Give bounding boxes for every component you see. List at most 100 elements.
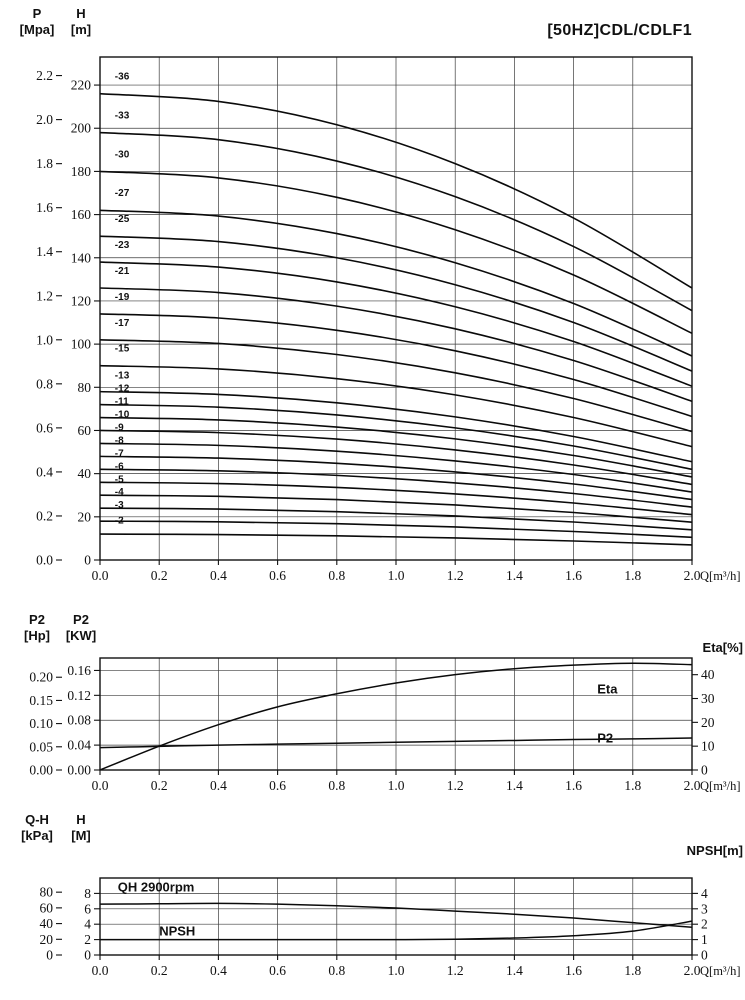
- axis-name-hm: H: [76, 812, 86, 827]
- chart-qh-npsh: 0.0 0.2 0.4 0.6 0.8 1.0 1.2 1.4 1.6 1.8 2.0 Q[m³/h]…: [40, 877, 741, 978]
- x-tick-label: 1.2: [447, 568, 464, 583]
- axis-ticks: 0.0 0.2 0.4 0.6 0.8 1.0 1.2 1.4 1.6 1.8 2.0 Q[m³/h]…: [36, 68, 740, 583]
- power-chart-axis-header: P2 P2 [Hp] [KW]: [12, 612, 100, 644]
- y-right-tick-label: 30: [701, 691, 715, 706]
- axis-unit-hp: [Hp]: [24, 628, 50, 643]
- x-axis-label: Q[m³/h]: [700, 964, 741, 978]
- series--33: [99, 131, 693, 312]
- x-tick-label: 0.0: [92, 963, 109, 978]
- y-left-tick-label: 0.00: [67, 763, 91, 778]
- y-outer-tick-label: 80: [40, 885, 54, 900]
- y-outer-tick-label: 40: [40, 916, 54, 931]
- series--13: [99, 390, 693, 463]
- x-tick-label: 1.2: [447, 963, 464, 978]
- x-tick-label: 0.4: [210, 568, 227, 583]
- x-tick-label: 0.8: [328, 963, 345, 978]
- series--6: [99, 481, 693, 516]
- curve-label--4: -4: [115, 487, 124, 498]
- y-left-tick-label: 100: [71, 337, 92, 352]
- y-left-tick-label: 160: [71, 207, 92, 222]
- axis-name-qh: Q-H: [25, 812, 49, 827]
- y-left-tick-label: 0.12: [67, 688, 91, 703]
- y-outer-tick-label: 0.2: [36, 508, 53, 523]
- y-outer-tick-label: 0.00: [29, 763, 53, 778]
- y-outer-tick-label: 1.2: [36, 288, 53, 303]
- y-left-tick-label: 20: [78, 509, 92, 524]
- x-tick-label: 0.8: [328, 568, 345, 583]
- series--15: [99, 364, 693, 448]
- npsh-axis-header: NPSH[m]: [686, 843, 743, 858]
- y-right-tick-label: 4: [701, 886, 708, 901]
- y-outer-tick-label: 1.6: [36, 200, 53, 215]
- series--36: [99, 92, 693, 289]
- y-left-tick-label: 0: [84, 948, 91, 963]
- x-tick-label: 0.8: [328, 778, 345, 793]
- y-outer-tick-label: 0: [46, 948, 53, 963]
- curve-label--13: -13: [115, 371, 130, 382]
- y-left-tick-label: 140: [71, 250, 92, 265]
- label-npsh: NPSH: [159, 923, 195, 938]
- x-axis-label: Q[m³/h]: [700, 569, 741, 583]
- x-tick-label: 0.0: [92, 778, 109, 793]
- series--5: [99, 494, 693, 524]
- curve-label--8: -8: [115, 435, 124, 446]
- head-chart-axis-header: P H [Mpa] [m]: [12, 6, 100, 38]
- axis-ticks: 0.0 0.2 0.4 0.6 0.8 1.0 1.2 1.4 1.6 1.8 2.0 Q[m³/h]…: [29, 663, 740, 793]
- y-right-tick-label: 40: [701, 667, 715, 682]
- curve-label--2: -2: [115, 515, 124, 526]
- curve-label--19: -19: [115, 292, 130, 303]
- axis-name-p2hp: P2: [29, 612, 45, 627]
- x-tick-label: 1.6: [565, 568, 582, 583]
- y-left-tick-label: 0.04: [67, 738, 91, 753]
- x-tick-label: 1.8: [624, 963, 641, 978]
- series--27: [99, 209, 693, 357]
- qh-chart-axis-header: Q-H H [kPa] [M]: [12, 812, 100, 844]
- axis-name-p: P: [32, 6, 42, 21]
- y-right-tick-label: 0: [701, 763, 708, 778]
- curve-label--15: -15: [115, 344, 130, 355]
- y-left-tick-label: 0.16: [67, 663, 91, 678]
- y-outer-tick-label: 1.0: [36, 332, 53, 347]
- series--19: [99, 313, 693, 418]
- axis-name-h: H: [76, 6, 86, 21]
- y-outer-tick-label: 0.8: [36, 376, 53, 391]
- x-tick-label: 2.0: [684, 778, 701, 793]
- y-left-tick-label: 8: [84, 886, 91, 901]
- series-P2: [99, 737, 693, 749]
- curve-label--9: -9: [115, 422, 124, 433]
- y-outer-tick-label: 60: [40, 900, 54, 915]
- x-tick-label: 1.8: [624, 568, 641, 583]
- x-tick-label: 1.4: [506, 568, 523, 583]
- x-tick-label: 0.0: [92, 568, 109, 583]
- main-title: [50HZ]CDL/CDLF1: [547, 22, 692, 39]
- y-left-tick-label: 40: [78, 466, 92, 481]
- y-outer-tick-label: 0.05: [29, 739, 53, 754]
- curve-label--5: -5: [115, 474, 124, 485]
- eta-axis-header: Eta[%]: [702, 640, 743, 655]
- y-outer-tick-label: 0.0: [36, 553, 53, 568]
- x-axis-label: Q[m³/h]: [700, 779, 741, 793]
- y-outer-tick-label: 20: [40, 932, 54, 947]
- series--2: [99, 533, 693, 546]
- x-tick-label: 0.6: [269, 963, 286, 978]
- y-right-tick-label: 0: [701, 948, 708, 963]
- y-outer-tick-label: 0.6: [36, 420, 53, 435]
- series--23: [99, 261, 693, 387]
- x-tick-label: 1.2: [447, 778, 464, 793]
- y-left-tick-label: 4: [84, 917, 91, 932]
- y-right-tick-label: 3: [701, 901, 708, 916]
- series--12: [99, 403, 693, 471]
- curve-label--7: -7: [115, 448, 124, 459]
- curve-label--6: -6: [115, 461, 124, 472]
- curve-label--23: -23: [115, 240, 130, 251]
- curve-label--36: -36: [115, 72, 130, 83]
- y-outer-tick-label: 0.20: [29, 670, 53, 685]
- axis-ticks: 0.0 0.2 0.4 0.6 0.8 1.0 1.2 1.4 1.6 1.8 2.0 Q[m³/h]…: [40, 885, 741, 978]
- curve-label--11: -11: [115, 397, 129, 408]
- curve-label--27: -27: [115, 188, 130, 199]
- y-right-tick-label: 1: [701, 932, 708, 947]
- y-right-tick-label: 20: [701, 715, 715, 730]
- x-tick-label: 1.0: [388, 963, 405, 978]
- series-group: [99, 662, 693, 771]
